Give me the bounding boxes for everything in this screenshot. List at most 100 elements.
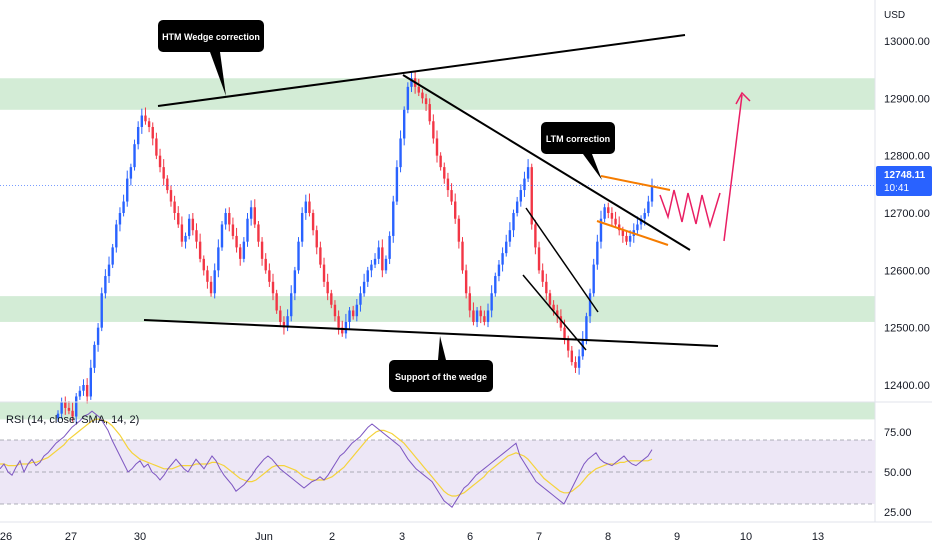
candle[interactable] <box>242 237 246 263</box>
candle[interactable] <box>446 172 450 197</box>
time-axis[interactable]: 26 27 30 Jun 2 3 6 7 8 9 10 13 <box>0 531 824 543</box>
candle[interactable] <box>588 288 592 324</box>
candle[interactable] <box>111 243 114 269</box>
candle[interactable] <box>577 349 581 375</box>
candle[interactable] <box>596 234 599 270</box>
candle[interactable] <box>610 207 614 226</box>
candle[interactable] <box>93 341 96 373</box>
candle[interactable] <box>202 255 205 276</box>
candle[interactable] <box>268 263 271 287</box>
candle[interactable] <box>497 260 501 282</box>
candle[interactable] <box>599 210 603 249</box>
candle[interactable] <box>486 303 490 328</box>
candle[interactable] <box>173 195 176 220</box>
candle[interactable] <box>56 410 60 422</box>
candle[interactable] <box>228 207 231 232</box>
candle[interactable] <box>512 209 515 238</box>
candle[interactable] <box>187 214 191 240</box>
candle[interactable] <box>483 310 486 326</box>
candle[interactable] <box>169 185 173 207</box>
candle[interactable] <box>249 200 253 226</box>
candle[interactable] <box>319 241 322 269</box>
candle[interactable] <box>89 359 92 400</box>
candle[interactable] <box>475 307 479 328</box>
candle[interactable] <box>126 170 129 207</box>
candle[interactable] <box>300 207 304 247</box>
candle[interactable] <box>96 323 100 352</box>
candle[interactable] <box>322 257 326 287</box>
candle[interactable] <box>246 213 249 247</box>
candle[interactable] <box>377 240 380 265</box>
price-axis[interactable]: 13000.00 12900.00 12800.00 12700.00 12600.00… <box>884 36 930 392</box>
candle[interactable] <box>508 222 512 247</box>
candle[interactable] <box>351 305 355 320</box>
candle[interactable] <box>337 310 340 335</box>
candle[interactable] <box>217 239 220 278</box>
candle[interactable] <box>366 266 369 287</box>
candle[interactable] <box>75 393 78 424</box>
candle[interactable] <box>133 139 136 171</box>
candle[interactable] <box>304 194 308 220</box>
candle[interactable] <box>570 346 574 366</box>
candle[interactable] <box>556 304 559 324</box>
candle[interactable] <box>373 253 377 269</box>
candle[interactable] <box>464 264 468 299</box>
candle[interactable] <box>548 289 552 309</box>
candle[interactable] <box>326 273 329 301</box>
candle[interactable] <box>479 305 482 324</box>
candle[interactable] <box>82 379 85 396</box>
candle[interactable] <box>639 215 643 230</box>
candle[interactable] <box>333 300 337 322</box>
candle[interactable] <box>71 402 74 422</box>
candle[interactable] <box>264 253 267 274</box>
candle[interactable] <box>472 302 475 326</box>
candle[interactable] <box>107 256 111 283</box>
candle[interactable] <box>297 237 300 274</box>
candle[interactable] <box>650 178 654 207</box>
candle[interactable] <box>439 152 442 171</box>
candle[interactable] <box>147 117 151 133</box>
candle[interactable] <box>625 231 628 246</box>
candle[interactable] <box>275 289 278 314</box>
candle[interactable] <box>574 356 577 373</box>
candle[interactable] <box>392 195 395 243</box>
candle[interactable] <box>260 237 264 266</box>
candle[interactable] <box>348 307 351 329</box>
candle[interactable] <box>158 148 162 173</box>
candle[interactable] <box>410 72 413 93</box>
candle[interactable] <box>530 163 533 230</box>
candle[interactable] <box>523 171 526 197</box>
candle[interactable] <box>290 285 293 322</box>
candle[interactable] <box>195 223 198 249</box>
candle[interactable] <box>417 78 420 97</box>
candle[interactable] <box>432 114 435 144</box>
candle[interactable] <box>206 265 209 289</box>
candle[interactable] <box>144 107 147 125</box>
candle[interactable] <box>85 378 89 404</box>
candle[interactable] <box>122 194 125 217</box>
candle[interactable] <box>239 243 242 266</box>
candle[interactable] <box>253 199 256 228</box>
candle[interactable] <box>279 305 282 328</box>
candle[interactable] <box>370 260 373 278</box>
candle[interactable] <box>647 195 650 217</box>
candle[interactable] <box>424 93 428 111</box>
candle[interactable] <box>115 219 118 253</box>
candle[interactable] <box>140 108 144 134</box>
candle[interactable] <box>450 183 453 205</box>
candle[interactable] <box>271 273 275 301</box>
candle[interactable] <box>235 227 238 253</box>
candle[interactable] <box>435 130 439 163</box>
candle[interactable] <box>162 159 165 186</box>
candle[interactable] <box>78 386 82 400</box>
candle[interactable] <box>344 313 348 339</box>
candle[interactable] <box>184 232 187 249</box>
candle[interactable] <box>220 221 224 251</box>
candle[interactable] <box>428 98 431 125</box>
candle[interactable] <box>585 312 588 345</box>
candle[interactable] <box>100 287 103 332</box>
candle[interactable] <box>118 207 122 232</box>
candle[interactable] <box>454 193 457 224</box>
candle[interactable] <box>155 132 158 160</box>
candle[interactable] <box>552 300 555 316</box>
